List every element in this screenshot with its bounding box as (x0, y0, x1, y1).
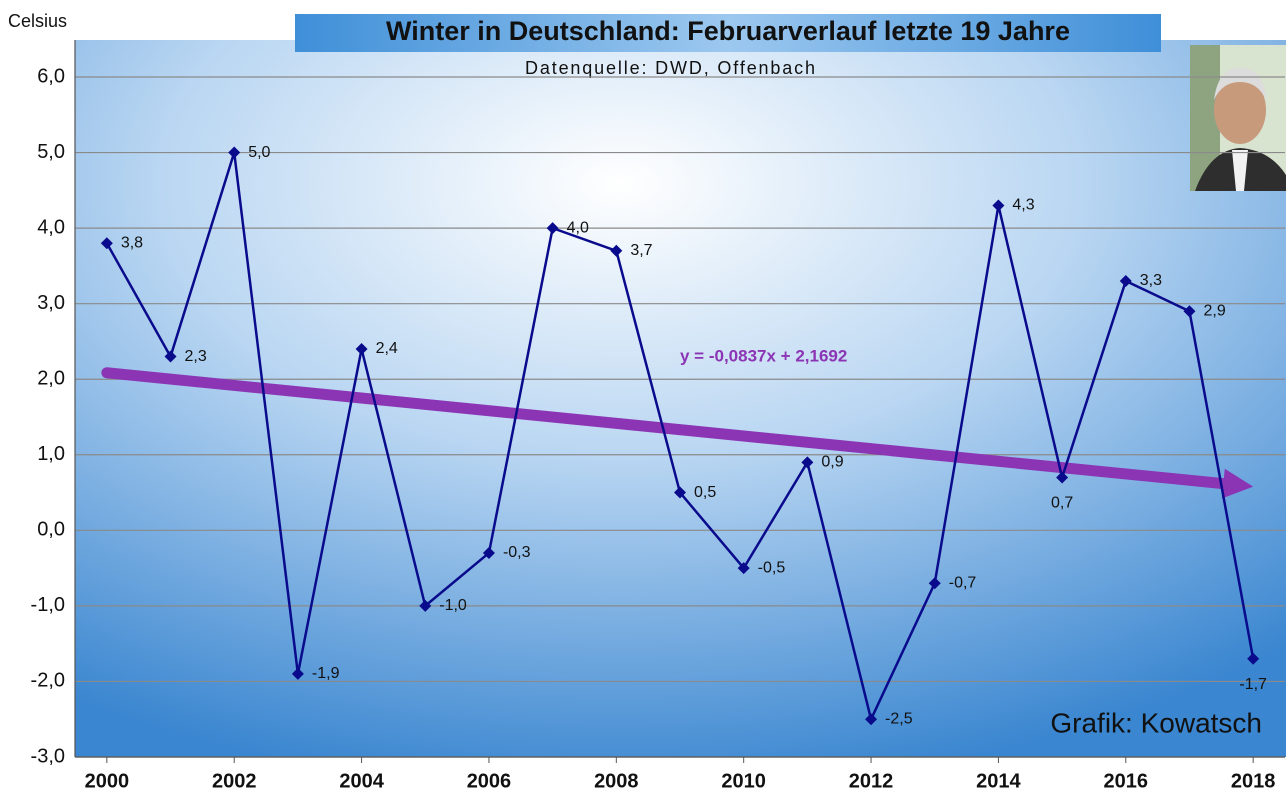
data-label: -1,0 (439, 597, 467, 614)
credit: Grafik: Kowatsch (1050, 707, 1262, 738)
data-label: 0,5 (694, 484, 716, 501)
data-label: 3,8 (121, 234, 143, 251)
data-label: 4,0 (567, 219, 589, 236)
data-label: 3,7 (630, 242, 652, 259)
data-point (1056, 471, 1069, 484)
title-box (295, 14, 1161, 52)
x-tick-label: 2002 (212, 770, 257, 792)
y-tick-label: 1,0 (37, 443, 65, 465)
data-label: 0,7 (1051, 495, 1073, 512)
data-label: 0,9 (821, 454, 843, 471)
data-point (1247, 652, 1260, 665)
data-point (1183, 305, 1196, 318)
data-point (228, 146, 241, 159)
y-tick-label: -2,0 (31, 670, 65, 692)
chart-title: Winter in Deutschland: Februarverlauf le… (386, 16, 1070, 46)
trend-arrowhead (1221, 468, 1254, 499)
x-tick-label: 2008 (594, 770, 639, 792)
data-point (1119, 275, 1132, 287)
data-label: 2,3 (185, 348, 207, 365)
x-tick-label: 2004 (339, 770, 384, 792)
data-label: -0,3 (503, 544, 531, 561)
x-tick-label: 2010 (721, 770, 766, 792)
data-label: -1,7 (1239, 676, 1267, 693)
data-label: -1,9 (312, 665, 340, 682)
data-point (865, 713, 878, 726)
data-point (546, 222, 559, 235)
y-tick-label: -1,0 (31, 594, 65, 616)
x-tick-label: 2000 (85, 770, 130, 792)
y-tick-label: 5,0 (37, 141, 65, 163)
data-label: 4,3 (1012, 197, 1034, 214)
x-tick-label: 2006 (467, 770, 512, 792)
data-point (801, 456, 814, 469)
plot-area (75, 40, 1286, 757)
data-label: 3,3 (1140, 272, 1162, 289)
data-point (482, 547, 495, 559)
data-label: 5,0 (248, 144, 270, 161)
data-point (674, 486, 686, 499)
data-point (992, 199, 1005, 212)
chart-subtitle: Datenquelle: DWD, Offenbach (525, 58, 815, 78)
x-tick-label: 2014 (976, 770, 1021, 792)
x-tick-label: 2016 (1104, 770, 1149, 792)
y-tick-label: 0,0 (37, 519, 65, 541)
x-tick-label: 2012 (849, 770, 894, 792)
data-label: -0,5 (758, 559, 786, 576)
data-point (291, 667, 304, 680)
y-tick-label: -3,0 (31, 745, 65, 767)
data-point (419, 599, 432, 612)
y-tick-label: 3,0 (37, 292, 65, 314)
y-axis-label: Celsius (8, 11, 67, 31)
data-label: 2,4 (376, 340, 398, 357)
x-tick-label: 2018 (1231, 770, 1276, 792)
data-point (164, 350, 177, 363)
data-label: 2,9 (1203, 302, 1225, 319)
photo (1190, 45, 1286, 191)
data-point (100, 237, 113, 250)
data-label: -2,5 (885, 710, 913, 727)
data-point (355, 343, 368, 355)
y-tick-label: 6,0 (37, 65, 65, 87)
y-tick-label: 2,0 (37, 368, 65, 390)
trend-equation: y = -0,0837x + 2,1692 (680, 346, 847, 365)
data-point (928, 577, 941, 590)
y-tick-label: 4,0 (37, 216, 65, 238)
data-label: -0,7 (949, 574, 977, 591)
data-point (737, 562, 750, 575)
data-point (610, 244, 623, 257)
trend-line (101, 367, 1229, 490)
